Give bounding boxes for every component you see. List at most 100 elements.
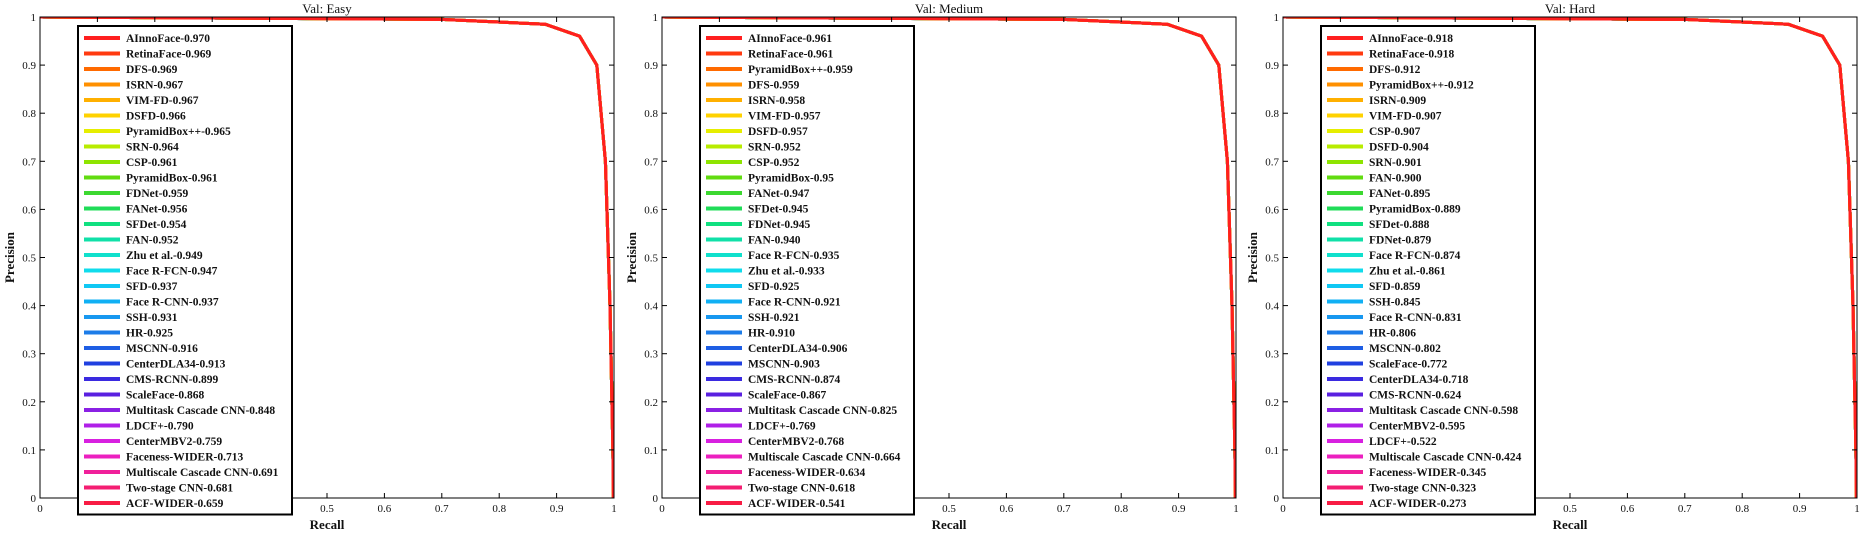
y-tick-label: 0.1 [22, 445, 36, 457]
legend-entry: Face R-FCN-0.874 [1369, 250, 1461, 262]
x-tick-label: 0.8 [1114, 503, 1128, 515]
legend-entry: FANet-0.947 [748, 188, 810, 200]
legend-entry: VIM-FD-0.907 [1369, 111, 1442, 123]
y-axis-label: Precision [2, 231, 17, 283]
x-axis-label: Recall [1553, 517, 1588, 532]
y-tick-label: 0.1 [644, 445, 658, 457]
legend-entry: FAN-0.900 [1369, 173, 1422, 185]
y-axis-label: Precision [624, 231, 639, 283]
legend-entry: SFD-0.859 [1369, 281, 1421, 293]
legend-entry: MSCNN-0.903 [748, 359, 820, 371]
legend-entry: PyramidBox++-0.912 [1369, 80, 1474, 92]
legend-entry: ScaleFace-0.772 [1369, 359, 1447, 371]
y-tick-label: 0.7 [1265, 156, 1279, 168]
chart-title: Val: Medium [915, 1, 983, 16]
y-tick-label: 0.9 [22, 60, 36, 72]
legend-entry: CMS-RCNN-0.624 [1369, 390, 1462, 402]
legend-entry: Zhu et al.-0.949 [126, 250, 203, 262]
legend-entry: RetinaFace-0.961 [748, 49, 834, 61]
y-tick-label: 0 [31, 493, 37, 505]
legend-entry: SRN-0.952 [748, 142, 801, 154]
y-tick-label: 0.2 [22, 397, 36, 409]
x-tick-label: 1 [1233, 503, 1239, 515]
legend-entry: Zhu et al.-0.933 [748, 266, 825, 278]
x-tick-label: 0.7 [1678, 503, 1692, 515]
y-tick-label: 0.6 [644, 204, 658, 216]
y-tick-label: 0.7 [22, 156, 36, 168]
legend-entry: ScaleFace-0.868 [126, 390, 204, 402]
y-tick-label: 0.4 [22, 301, 36, 313]
chart-panel-3: Val: Hard 0 0.1 0.2 0.3 0.4 0.5 0.6 0.7 0.8 0.9 1 0 0… [1245, 1, 1860, 532]
legend-entry: VIM-FD-0.967 [126, 95, 199, 107]
y-tick-label: 0.8 [644, 108, 658, 120]
legend-entry: SFD-0.925 [748, 281, 800, 293]
x-tick-label: 1 [1854, 503, 1860, 515]
y-tick-label: 0.5 [1265, 253, 1279, 265]
x-tick-label: 0.8 [492, 503, 506, 515]
y-tick-label: 0.2 [1265, 397, 1279, 409]
y-tick-label: 0 [1274, 493, 1280, 505]
x-tick-label: 0 [659, 503, 665, 515]
y-tick-label: 0.8 [1265, 108, 1279, 120]
legend-entry: Two-stage CNN-0.681 [126, 483, 233, 495]
legend-entry: ACF-WIDER-0.659 [126, 498, 224, 510]
x-tick-label: 0.6 [1621, 503, 1635, 515]
legend-entry: DSFD-0.957 [748, 126, 808, 138]
legend-entry: SFDet-0.954 [126, 219, 187, 231]
legend-entry: FAN-0.940 [748, 235, 801, 247]
legend-entry: FDNet-0.879 [1369, 235, 1432, 247]
legend-entry: DFS-0.969 [126, 64, 178, 76]
y-tick-label: 0.4 [644, 301, 658, 313]
x-axis-label: Recall [310, 517, 345, 532]
legend-entry: RetinaFace-0.918 [1369, 49, 1455, 61]
legend-entry: Face R-CNN-0.937 [126, 297, 219, 309]
legend-entry: AInnoFace-0.918 [1369, 33, 1453, 45]
x-tick-label: 0.9 [1172, 503, 1186, 515]
legend-entry: SRN-0.964 [126, 142, 179, 154]
x-tick-label: 0.8 [1735, 503, 1749, 515]
y-tick-label: 1 [31, 12, 37, 24]
legend-entry: FANet-0.956 [126, 204, 188, 216]
legend-entry: Two-stage CNN-0.323 [1369, 483, 1476, 495]
legend-entry: Face R-CNN-0.831 [1369, 312, 1462, 324]
x-tick-label: 0 [37, 503, 43, 515]
y-tick-label: 0.8 [22, 108, 36, 120]
legend-entry: Face R-FCN-0.935 [748, 250, 840, 262]
legend-entry: CMS-RCNN-0.874 [748, 374, 841, 386]
legend-entry: PyramidBox++-0.959 [748, 64, 853, 76]
legend-entry: CenterMBV2-0.768 [748, 436, 844, 448]
y-tick-label: 0.5 [22, 253, 36, 265]
legend-entry: ScaleFace-0.867 [748, 390, 826, 402]
legend-entry: ACF-WIDER-0.273 [1369, 498, 1467, 510]
legend-entry: PyramidBox-0.961 [126, 173, 218, 185]
legend-entry: CMS-RCNN-0.899 [126, 374, 219, 386]
x-tick-label: 0.5 [320, 503, 334, 515]
legend-entry: ISRN-0.909 [1369, 95, 1426, 107]
legend-entry: AInnoFace-0.961 [748, 33, 832, 45]
legend-entry: LDCF+-0.790 [126, 421, 194, 433]
legend-entry: RetinaFace-0.969 [126, 49, 212, 61]
x-tick-label: 0.7 [435, 503, 449, 515]
legend-entry: Face R-FCN-0.947 [126, 266, 218, 278]
legend-entry: CenterDLA34-0.718 [1369, 374, 1469, 386]
legend-entry: LDCF+-0.769 [748, 421, 816, 433]
x-tick-label: 0.6 [1000, 503, 1014, 515]
legend-entry: PyramidBox-0.889 [1369, 204, 1461, 216]
legend-entry: FANet-0.895 [1369, 188, 1431, 200]
y-tick-label: 0.6 [1265, 204, 1279, 216]
legend-entry: DFS-0.912 [1369, 64, 1421, 76]
legend: AInnoFace-0.961 RetinaFace-0.961 PyramidBo… [699, 25, 915, 516]
y-tick-label: 0.1 [1265, 445, 1279, 457]
legend-entry: SRN-0.901 [1369, 157, 1422, 169]
legend-entry: Multiscale Cascade CNN-0.664 [748, 452, 901, 464]
curves [1283, 17, 1857, 498]
y-tick-label: 1 [1274, 12, 1280, 24]
legend-entry: Faceness-WIDER-0.634 [748, 467, 865, 479]
legend-entry: Zhu et al.-0.861 [1369, 266, 1446, 278]
legend-entry: FAN-0.952 [126, 235, 179, 247]
chart-panel-1: Val: Easy 0 0.1 0.2 0.3 0.4 0.5 0.6 0.7 0.8 0.9 1 0 0… [2, 1, 617, 532]
legend-entry: CenterMBV2-0.759 [126, 436, 222, 448]
legend-entry: ISRN-0.958 [748, 95, 805, 107]
legend: AInnoFace-0.918 RetinaFace-0.918 DFS-0.912… [1320, 25, 1536, 516]
